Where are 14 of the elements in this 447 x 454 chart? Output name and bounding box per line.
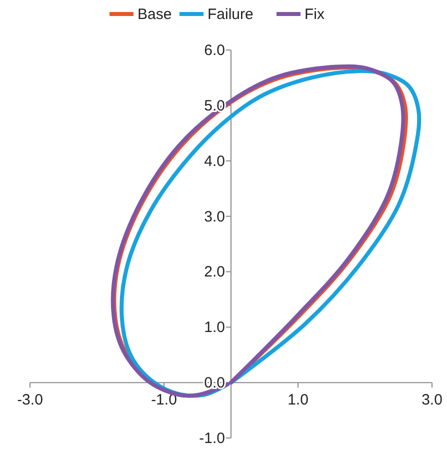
y-tick-label: 4.0: [204, 152, 225, 170]
x-tick-label: -3.0: [17, 392, 43, 409]
legend-label: Failure: [208, 6, 254, 23]
legend-label: Base: [138, 6, 172, 23]
y-tick-label: 6.0: [204, 42, 225, 59]
x-tick-label: 3.0: [422, 392, 442, 409]
y-tick-label: 2.0: [204, 264, 225, 281]
y-tick-label: 3.0: [204, 208, 225, 226]
y-tick-label: -1.0: [199, 430, 225, 447]
y-tick-label: 0.0: [204, 374, 225, 392]
legend-label: Fix: [304, 6, 325, 23]
y-tick-label: 1.0: [204, 319, 225, 336]
y-tick-label: 5.0: [204, 97, 225, 114]
x-tick-label: 1.0: [288, 392, 308, 409]
